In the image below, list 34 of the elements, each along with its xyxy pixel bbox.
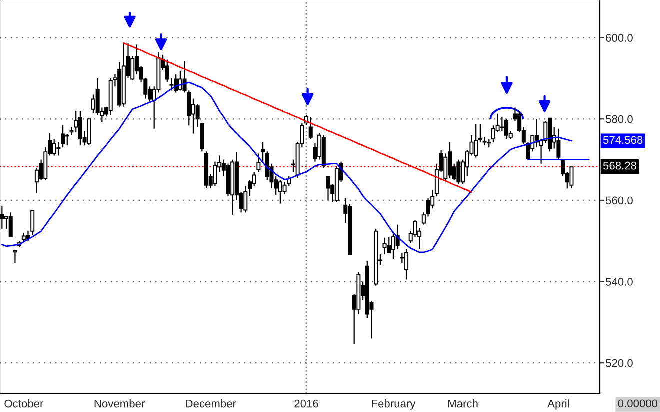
candlestick [244,186,248,214]
x-tick-label: November [94,400,146,408]
candlestick [382,237,387,256]
y-tick-label: 600.0 [606,34,633,42]
candlestick [326,176,330,202]
candlestick [478,123,482,143]
text: 0.00000 [618,400,658,408]
candlestick [308,116,313,140]
x-tick-label: February [372,400,416,410]
candlestick [8,212,13,238]
text: 574.568 [603,136,643,144]
candlestick [261,142,266,163]
candlestick [256,153,261,173]
y-tick-label: 520.0 [606,359,633,368]
candlestick [13,250,18,264]
y-tick-label: 540.0 [606,278,633,286]
x-tick-label: December [186,400,236,408]
candlestick [387,236,392,254]
candlestick [556,128,561,160]
y-tick-label: 580.0 [606,115,633,124]
candlestick [252,171,256,187]
candlestick [456,159,461,185]
x-tick-label: 2016 [294,400,318,408]
candlestick [52,138,56,156]
candlestick [213,161,218,187]
x-tick-label: March [448,400,478,408]
candlestick [444,153,448,181]
ref-line-label: 568.28 [603,162,636,170]
x-tick-label: October [4,400,44,408]
candlestick [448,142,452,179]
candlestick [482,136,487,146]
y-tick-label: 560.0 [606,196,633,205]
candlestick [570,165,574,189]
x-tick-label: April [548,400,570,410]
